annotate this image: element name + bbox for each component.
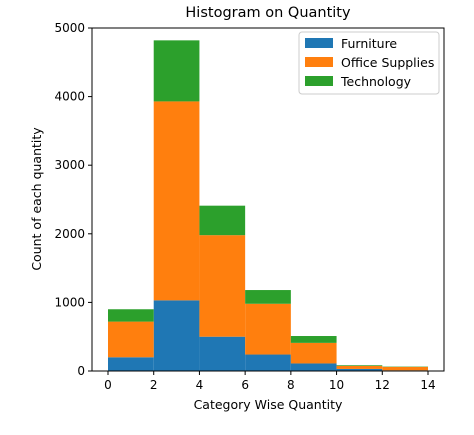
bar-technology-bin-4 [291, 336, 337, 343]
y-axis-label: Count of each quantity [29, 127, 44, 271]
bar-technology-bin-3 [245, 290, 291, 304]
bar-office-supplies-bin-1 [154, 101, 200, 300]
x-tick-label: 2 [150, 378, 158, 392]
bar-office-supplies-bin-0 [108, 322, 154, 358]
legend-label: Furniture [341, 36, 397, 51]
y-axis-ticks: 0 1000 2000 3000 4000 5000 [54, 21, 92, 378]
legend: Furniture Office Supplies Technology [299, 32, 439, 94]
bar-office-supplies-bin-4 [291, 343, 337, 364]
y-tick-label: 5000 [54, 21, 85, 35]
y-tick-label: 0 [77, 364, 85, 378]
x-tick-label: 0 [104, 378, 112, 392]
x-tick-label: 4 [196, 378, 204, 392]
legend-swatch [305, 76, 333, 86]
y-tick-label: 1000 [54, 295, 85, 309]
y-tick-label: 4000 [54, 90, 85, 104]
legend-swatch [305, 57, 333, 67]
legend-label: Office Supplies [341, 55, 434, 70]
x-tick-label: 8 [287, 378, 295, 392]
x-tick-label: 10 [329, 378, 344, 392]
legend-label: Technology [340, 74, 412, 89]
legend-swatch [305, 38, 333, 48]
x-tick-label: 14 [420, 378, 435, 392]
chart-title: Histogram on Quantity [185, 5, 351, 21]
bar-office-supplies-bin-6 [382, 367, 428, 370]
bar-office-supplies-bin-3 [245, 304, 291, 355]
bar-furniture-bin-3 [245, 355, 291, 371]
x-axis-label: Category Wise Quantity [194, 397, 343, 412]
bar-office-supplies-bin-5 [337, 366, 383, 369]
bar-technology-bin-2 [199, 206, 245, 235]
y-tick-label: 3000 [54, 158, 85, 172]
x-tick-label: 12 [375, 378, 390, 392]
x-tick-label: 6 [241, 378, 249, 392]
bar-furniture-bin-2 [199, 337, 245, 371]
x-axis-ticks: 0 2 4 6 8 10 12 14 [104, 371, 435, 392]
bar-furniture-bin-0 [108, 357, 154, 371]
bar-technology-bin-5 [337, 365, 383, 366]
bar-technology-bin-0 [108, 309, 154, 321]
bar-furniture-bin-4 [291, 363, 337, 371]
bar-technology-bin-1 [154, 40, 200, 101]
bar-furniture-bin-1 [154, 300, 200, 371]
y-tick-label: 2000 [54, 227, 85, 241]
bar-office-supplies-bin-2 [199, 235, 245, 337]
